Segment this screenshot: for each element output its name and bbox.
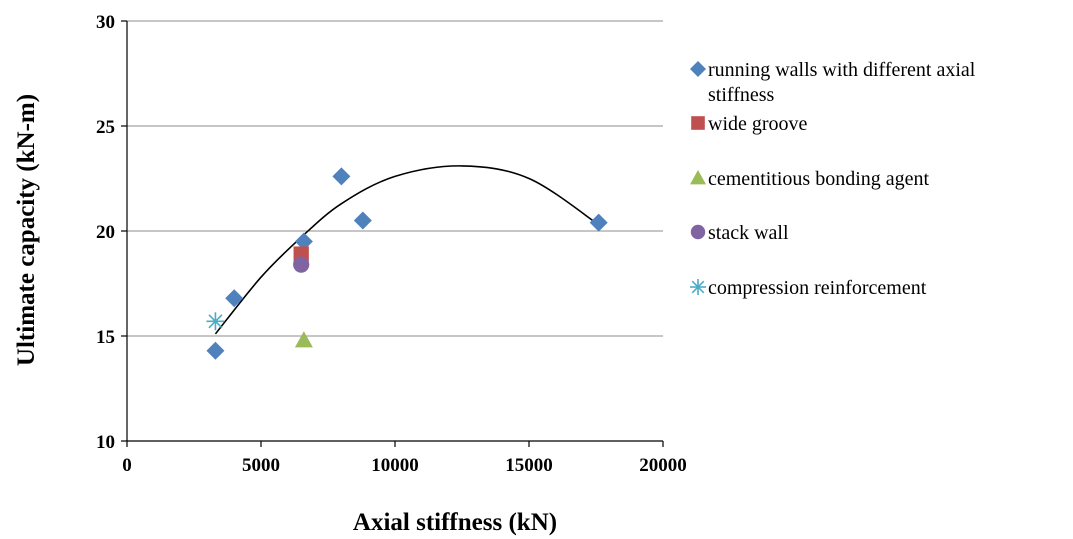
point-diamond-3 [332, 167, 351, 186]
legend-label-2: cementitious bonding agent [708, 168, 930, 190]
x-tick-label-20000: 20000 [639, 455, 687, 476]
point-diamond-5 [589, 213, 608, 232]
point-triangle-0 [294, 331, 313, 348]
y-tick-label-10: 10 [96, 432, 115, 453]
legend-marker-square [691, 116, 705, 130]
axes [121, 20, 664, 447]
y-axis-title: Ultimate capacity (kN-m) [13, 94, 40, 366]
legend-marker-diamond [690, 61, 706, 77]
y-tick-label-15: 15 [96, 327, 115, 348]
legend-item-0: running walls with different axial stiffn… [690, 59, 976, 106]
point-diamond-1 [225, 289, 244, 308]
trendline [214, 165, 600, 335]
x-axis-title: Axial stiffness (kN) [353, 509, 557, 536]
x-tick-label-15000: 15000 [505, 455, 553, 476]
point-diamond-2 [294, 232, 313, 251]
legend-marker-triangle [690, 170, 706, 185]
legend-item-3: stack wall [690, 222, 789, 244]
legend-label-1: wide groove [708, 113, 808, 135]
legend-item-4: compression reinforcement [690, 277, 927, 299]
legend-label-4: compression reinforcement [708, 277, 927, 299]
legend: running walls with different axial stiffn… [690, 59, 976, 299]
legend-label-3: stack wall [708, 222, 789, 244]
x-tick-label-0: 0 [122, 455, 132, 476]
point-diamond-0 [206, 341, 225, 360]
y-tick-label-25: 25 [96, 117, 115, 138]
gridlines [127, 20, 663, 337]
legend-item-1: wide groove [691, 113, 808, 135]
point-circle-0 [293, 256, 310, 273]
tick-labels: 10 15 20 25 30 0 5000 10000 15000 20000 [96, 12, 687, 476]
data-points [206, 167, 608, 360]
legend-label-0: running walls with different axial stiffn… [708, 59, 976, 106]
y-tick-label-30: 30 [96, 12, 115, 33]
point-asterisk-0 [206, 312, 225, 331]
polynomial-trendline [214, 165, 600, 335]
point-diamond-4 [353, 211, 372, 230]
x-tick-label-5000: 5000 [242, 455, 280, 476]
legend-marker-asterisk [690, 279, 706, 295]
x-tick-label-10000: 10000 [371, 455, 419, 476]
legend-marker-circle [690, 224, 706, 240]
legend-item-2: cementitious bonding agent [690, 168, 930, 190]
y-tick-label-20: 20 [96, 222, 115, 243]
